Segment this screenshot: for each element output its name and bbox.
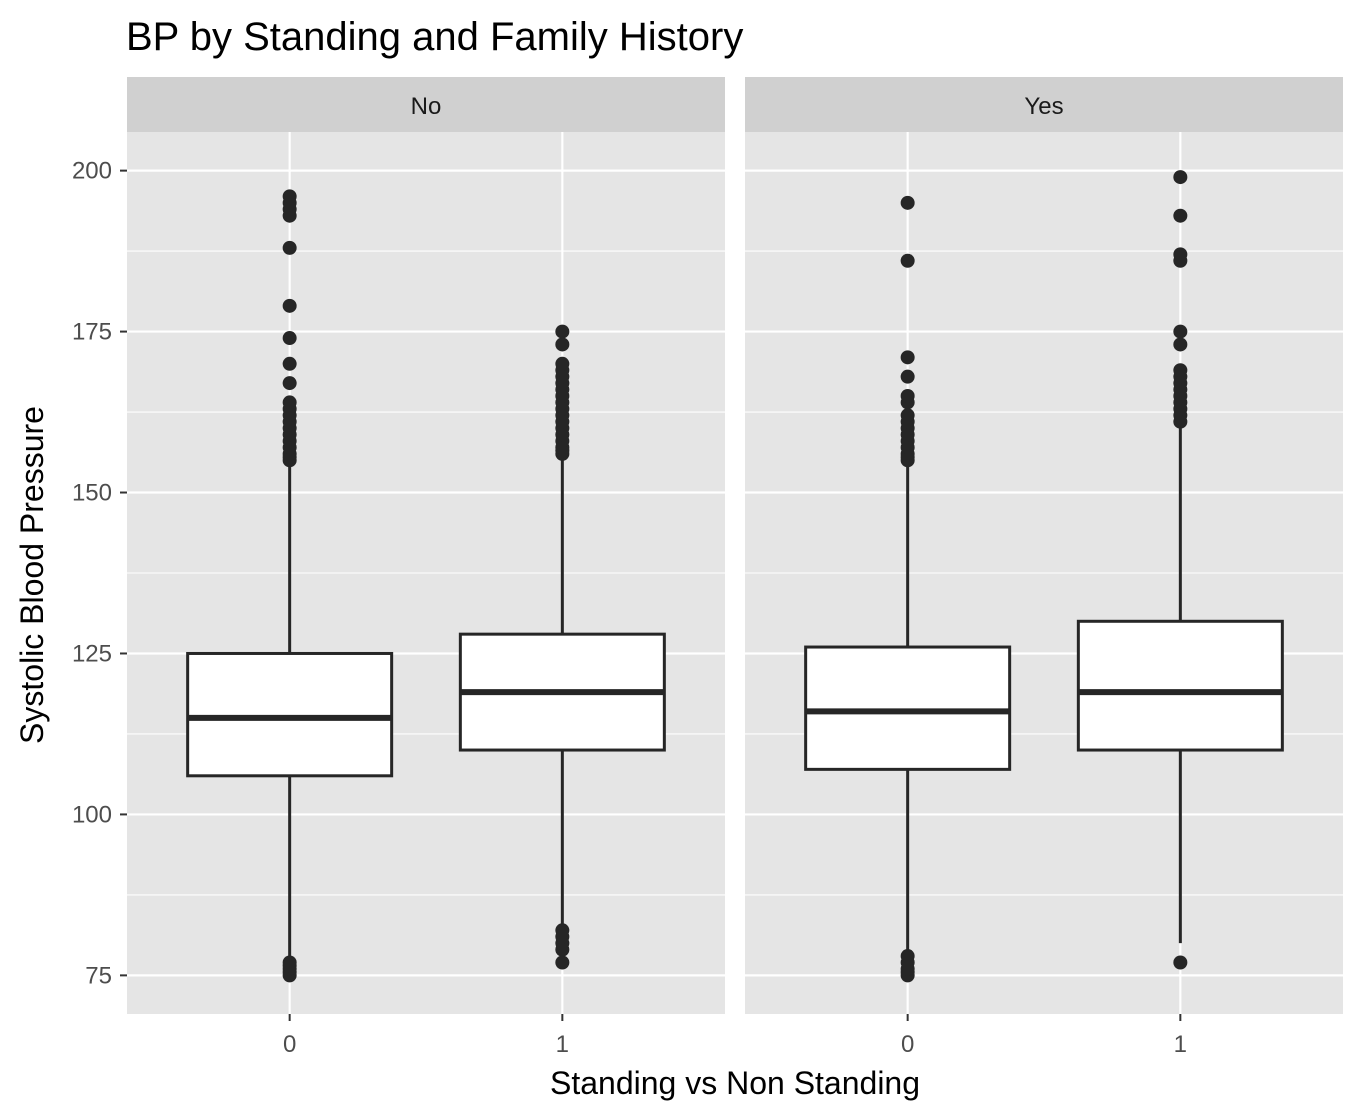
facet-panels: No 0 1 Yes 0 1 [127,77,1343,1058]
chart-title: BP by Standing and Family History [126,15,743,59]
x-tick-label: 0 [283,1031,296,1058]
y-axis: 75 100 125 150 175 200 [72,158,127,989]
box-iqr [804,645,1012,771]
facet-strip [127,77,725,132]
y-tick-label: 75 [85,962,112,989]
outlier-point [900,388,915,403]
x-tick-label: 1 [556,1031,569,1058]
outlier-point [1173,324,1188,339]
box-iqr [186,651,394,778]
x-axis-title: Standing vs Non Standing [550,1065,920,1101]
y-tick-label: 100 [72,801,112,828]
facet-panel-no: No 0 1 [127,77,725,1058]
outlier-point [555,337,570,352]
outlier-point [1173,363,1188,378]
outlier-point [900,350,915,365]
outlier-point [900,949,915,964]
outlier-point [555,923,570,938]
outlier-point [555,356,570,371]
y-tick-label: 175 [72,319,112,346]
box-iqr [1076,619,1284,752]
outlier-point [282,395,297,410]
y-tick-label: 125 [72,640,112,667]
facet-strip [745,77,1343,132]
outlier-point [282,955,297,970]
outlier-point [900,195,915,210]
outlier-point [1173,247,1188,262]
outlier-point [282,376,297,391]
outlier-point [555,955,570,970]
outlier-point [282,189,297,204]
y-axis-title: Systolic Blood Pressure [14,406,50,744]
facet-strip-label: No [411,93,442,120]
outlier-point [282,356,297,371]
box-no-0 [186,189,394,983]
outlier-point [1173,337,1188,352]
outlier-point [282,331,297,346]
y-tick-label: 150 [72,480,112,507]
outlier-point [1173,208,1188,223]
outlier-point [900,408,915,423]
box-yes-1 [1076,170,1284,970]
outlier-point [282,298,297,313]
outlier-point [282,240,297,255]
outlier-point [1173,955,1188,970]
box-yes-0 [804,195,1012,983]
outlier-point [900,253,915,268]
y-tick-label: 200 [72,158,112,185]
x-tick-label: 1 [1174,1031,1187,1058]
x-tick-label: 0 [901,1031,914,1058]
facet-panel-yes: Yes 0 1 [745,77,1343,1058]
outlier-point [900,369,915,384]
box-no-1 [458,324,666,970]
outlier-point [1173,170,1188,185]
outlier-point [555,324,570,339]
facet-strip-label: Yes [1024,93,1063,120]
